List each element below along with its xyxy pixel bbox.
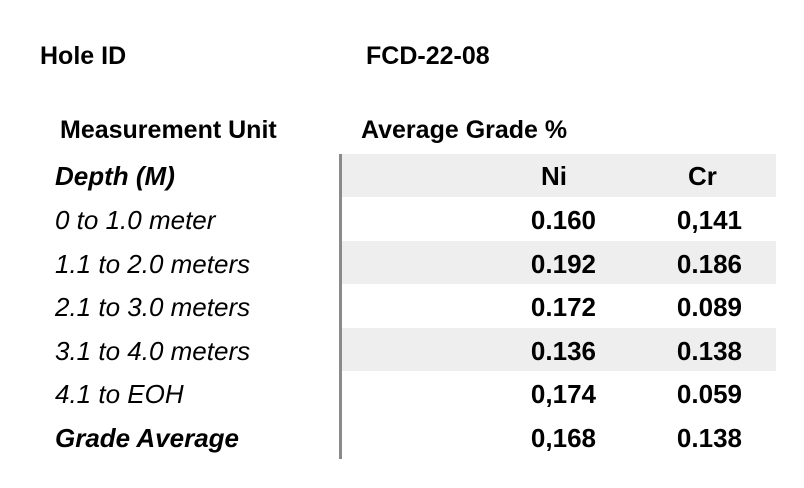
measurement-unit-header: Measurement Unit [60,116,277,144]
row-cr: 0,141 [676,205,742,235]
stripe-row-2 [342,241,776,284]
column-header-depth: Depth (M) [55,161,175,191]
row-ni: 0.192 [530,249,596,279]
row-ni: 0,174 [530,379,596,409]
grade-average-cr: 0.138 [676,423,742,453]
grade-average-ni: 0,168 [530,423,596,453]
column-divider [339,154,342,459]
hole-id-label: Hole ID [40,42,127,70]
row-cr: 0.138 [676,336,742,366]
row-cr: 0.186 [676,249,742,279]
stripe-row-4 [342,328,776,371]
row-cr: 0.089 [676,292,742,322]
stripe-header [342,154,776,197]
row-cr: 0.059 [676,379,742,409]
grade-average-label: Grade Average [55,423,240,453]
row-ni: 0.172 [530,292,596,322]
row-depth: 3.1 to 4.0 meters [55,336,251,366]
row-ni: 0.136 [530,336,596,366]
row-depth: 1.1 to 2.0 meters [55,249,251,279]
row-depth: 2.1 to 3.0 meters [55,292,251,322]
column-header-ni: Ni [541,161,567,191]
row-depth: 0 to 1.0 meter [55,205,216,235]
column-header-cr: Cr [688,161,717,191]
row-depth: 4.1 to EOH [55,379,184,409]
hole-id-value: FCD-22-08 [366,42,490,70]
row-ni: 0.160 [530,205,596,235]
average-grade-header: Average Grade % [361,116,568,144]
